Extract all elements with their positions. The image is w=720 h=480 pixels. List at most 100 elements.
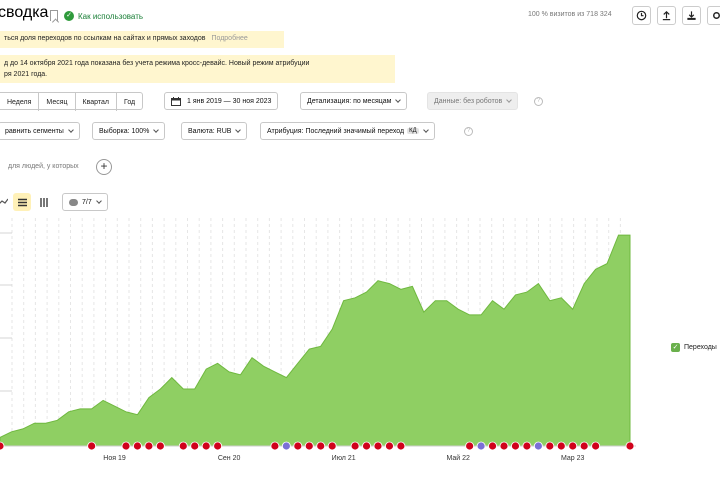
- event-marker[interactable]: [465, 441, 475, 451]
- how-to-use-label: Как использовать: [78, 11, 144, 21]
- clock-icon: [636, 10, 647, 21]
- event-marker[interactable]: [350, 441, 360, 451]
- traffic-area-chart: Ноя 19 Сен 20 Июл 21 Май 22 Мар 23: [0, 218, 636, 462]
- event-marker[interactable]: [190, 441, 200, 451]
- sample-label: Выборка: 100%: [99, 127, 150, 135]
- series-selector[interactable]: 7/7: [62, 193, 108, 211]
- period-quarter-button[interactable]: Квартал: [76, 93, 117, 111]
- page-title: сводка: [0, 4, 49, 21]
- event-marker[interactable]: [488, 441, 497, 451]
- series-area-perehody: [0, 234, 631, 447]
- help-icon[interactable]: ?: [534, 97, 543, 106]
- chevron-down-icon: [68, 126, 74, 133]
- add-condition-button[interactable]: +: [96, 159, 112, 175]
- event-marker[interactable]: [625, 441, 635, 451]
- event-marker[interactable]: [533, 441, 543, 451]
- series-count: 7/7: [82, 198, 92, 206]
- period-month-button[interactable]: Месяц: [39, 93, 76, 111]
- event-marker[interactable]: [121, 441, 131, 451]
- event-marker[interactable]: [499, 441, 509, 451]
- export-button[interactable]: [657, 6, 676, 25]
- event-marker[interactable]: [270, 441, 280, 451]
- event-marker[interactable]: [178, 441, 188, 451]
- event-marker[interactable]: [385, 441, 394, 451]
- detail-dropdown[interactable]: Детализация: по месяцам: [300, 92, 408, 110]
- bar-chart-icon: [40, 198, 48, 207]
- chevron-down-icon: [235, 126, 242, 133]
- chevron-down-icon: [506, 96, 513, 103]
- upload-icon: [662, 11, 671, 21]
- attribution-notice: д до 14 октября 2021 года показана без у…: [0, 55, 395, 83]
- event-marker[interactable]: [133, 441, 142, 451]
- line-chart-icon: [0, 198, 8, 204]
- chart-legend[interactable]: ✓ Переходы: [671, 343, 717, 352]
- date-range-picker[interactable]: 1 янв 2019 — 30 ноя 2023: [164, 92, 279, 110]
- x-tick-label: Июл 21: [332, 455, 356, 462]
- event-marker[interactable]: [0, 441, 5, 451]
- bar-view-button[interactable]: [35, 193, 53, 211]
- notice-banner: ться доля переходов по ссылкам на сайтах…: [0, 31, 284, 48]
- event-marker[interactable]: [87, 441, 97, 451]
- event-marker[interactable]: [362, 441, 371, 451]
- bookmark-icon[interactable]: [50, 10, 58, 21]
- attribution-badge: КД: [407, 128, 419, 134]
- chevron-down-icon: [95, 197, 102, 204]
- event-marker[interactable]: [293, 441, 303, 451]
- comment-icon: [69, 198, 78, 206]
- period-week-button[interactable]: Неделя: [0, 93, 40, 111]
- event-marker[interactable]: [545, 441, 555, 451]
- data-filter-dropdown[interactable]: Данные: без роботов: [427, 92, 519, 110]
- attribution-dropdown[interactable]: Атрибуция: Последний значимый переход КД: [260, 122, 435, 140]
- compare-segments-button[interactable]: равнить сегменты: [0, 122, 80, 140]
- segment-condition-text: для людей, у которых: [8, 163, 79, 170]
- chevron-down-icon: [422, 126, 429, 133]
- settings-icon: [713, 12, 720, 19]
- currency-dropdown[interactable]: Валюта: RUB: [181, 122, 248, 140]
- event-marker[interactable]: [591, 441, 601, 451]
- x-tick-label: Май 22: [446, 454, 470, 462]
- currency-label: Валюта: RUB: [188, 127, 232, 135]
- event-marker[interactable]: [579, 441, 589, 451]
- notice-line: д до 14 октября 2021 года показана без у…: [4, 60, 310, 67]
- line-view-button[interactable]: [0, 193, 12, 211]
- period-group: Неделя Месяц Квартал Год: [0, 92, 144, 111]
- visits-info: 100 % визитов из 718 324: [528, 11, 612, 18]
- event-marker[interactable]: [213, 441, 223, 451]
- legend-checkbox-icon[interactable]: ✓: [671, 343, 680, 352]
- share-download-icon: [687, 11, 696, 20]
- event-marker[interactable]: [373, 441, 383, 451]
- event-marker[interactable]: [281, 441, 291, 451]
- detail-label: Детализация: по месяцам: [307, 97, 392, 105]
- more-link[interactable]: Подробнее: [211, 35, 248, 42]
- data-filter-label: Данные: без роботов: [434, 97, 503, 105]
- event-marker[interactable]: [316, 441, 326, 451]
- stacked-area-view-button[interactable]: [13, 193, 31, 211]
- x-tick-label: Ноя 19: [103, 455, 126, 462]
- legend-label: Переходы: [684, 344, 717, 351]
- sample-dropdown[interactable]: Выборка: 100%: [92, 122, 166, 140]
- help-icon[interactable]: ?: [464, 127, 473, 136]
- notice-text: ться доля переходов по ссылкам на сайтах…: [4, 35, 206, 42]
- event-marker[interactable]: [568, 441, 578, 451]
- event-marker[interactable]: [511, 441, 520, 451]
- event-marker[interactable]: [144, 441, 154, 451]
- history-button[interactable]: [632, 6, 651, 25]
- settings-button[interactable]: [707, 6, 720, 25]
- event-marker[interactable]: [476, 441, 486, 451]
- chevron-down-icon: [153, 126, 160, 133]
- calendar-icon: [171, 96, 181, 106]
- compare-label: равнить сегменты: [5, 127, 64, 135]
- stacked-area-icon: [17, 198, 27, 206]
- event-marker[interactable]: [304, 441, 314, 451]
- period-year-button[interactable]: Год: [124, 98, 136, 106]
- share-button[interactable]: [682, 6, 701, 25]
- how-to-use-link[interactable]: ✓ Как использовать: [64, 11, 143, 21]
- event-marker[interactable]: [556, 441, 566, 451]
- attribution-label: Атрибуция: Последний значимый переход: [267, 127, 405, 135]
- event-marker[interactable]: [327, 441, 337, 451]
- event-marker[interactable]: [522, 441, 532, 451]
- date-range-label: 1 янв 2019 — 30 ноя 2023: [187, 97, 272, 105]
- event-marker[interactable]: [396, 441, 406, 451]
- event-marker[interactable]: [201, 441, 211, 451]
- event-marker[interactable]: [155, 441, 165, 451]
